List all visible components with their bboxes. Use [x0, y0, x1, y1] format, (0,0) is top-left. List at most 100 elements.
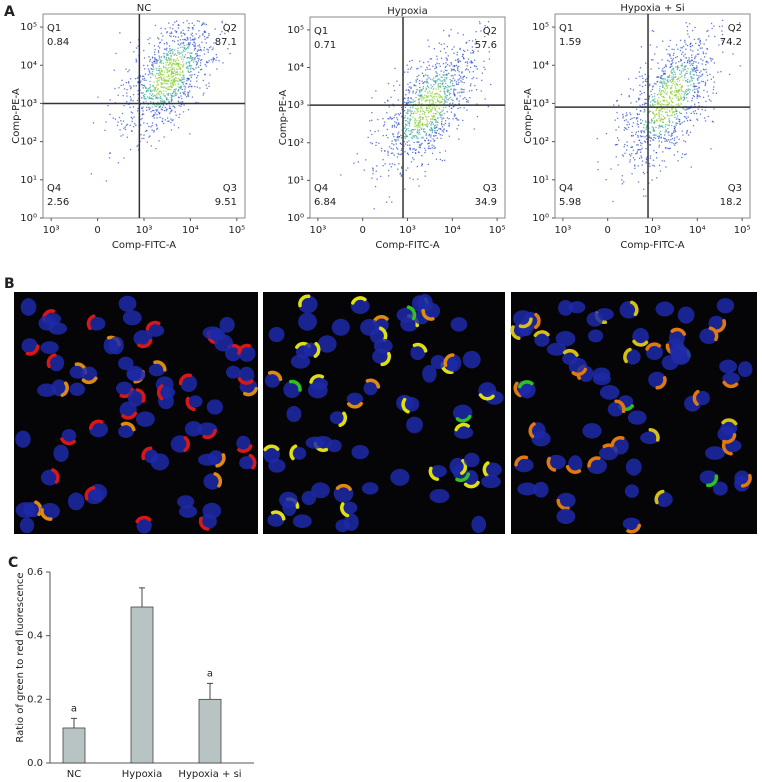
event-dot [640, 142, 641, 143]
x-tick-label: 10³ [644, 225, 661, 236]
event-dot [642, 78, 643, 79]
event-dot [441, 124, 442, 125]
event-dot [489, 51, 490, 52]
event-dot [472, 46, 473, 47]
event-dot [187, 95, 188, 96]
event-dot [652, 30, 653, 31]
event-dot [166, 109, 167, 110]
event-dot [633, 122, 634, 123]
event-dot [453, 90, 454, 91]
event-dot [164, 79, 165, 80]
event-dot [405, 143, 406, 144]
event-dot [416, 68, 417, 69]
event-dot [660, 94, 661, 95]
event-dot [732, 53, 733, 54]
event-dot [649, 135, 650, 136]
event-dot [633, 117, 634, 118]
quadrant-value: 87.1 [215, 37, 237, 48]
event-dot [615, 129, 616, 130]
event-dot [414, 122, 415, 123]
event-dot [463, 58, 464, 59]
event-dot [405, 126, 406, 127]
event-dot [432, 116, 433, 117]
event-dot [404, 128, 405, 129]
event-dot [419, 127, 420, 128]
event-dot [164, 71, 165, 72]
event-dot [399, 124, 400, 125]
event-dot [426, 133, 427, 134]
event-dot [711, 79, 712, 80]
event-dot [713, 77, 714, 78]
event-dot [187, 52, 188, 53]
event-dot [183, 84, 184, 85]
event-dot [720, 71, 721, 72]
event-dot [628, 127, 629, 128]
event-dot [669, 142, 670, 143]
event-dot [155, 112, 156, 113]
event-dot [413, 91, 414, 92]
event-dot [667, 112, 668, 113]
event-dot [152, 64, 153, 65]
event-dot [401, 176, 402, 177]
event-dot [436, 126, 437, 127]
event-dot [159, 75, 160, 76]
event-dot [467, 102, 468, 103]
event-dot [400, 173, 401, 174]
event-dot [669, 120, 670, 121]
event-dot [637, 123, 638, 124]
event-dot [407, 153, 408, 154]
event-dot [154, 90, 155, 91]
event-dot [705, 101, 706, 102]
event-dot [452, 75, 453, 76]
event-dot [170, 118, 171, 119]
event-dot [637, 121, 638, 122]
event-dot [391, 153, 392, 154]
event-dot [409, 61, 410, 62]
event-dot [168, 76, 169, 77]
event-dot [687, 93, 688, 94]
event-dot [418, 151, 419, 152]
event-dot [194, 48, 195, 49]
event-dot [685, 116, 686, 117]
event-dot [161, 93, 162, 94]
event-dot [409, 122, 410, 123]
event-dot [160, 68, 161, 69]
event-dot [684, 40, 685, 41]
event-dot [644, 173, 645, 174]
event-dot [150, 77, 151, 78]
event-dot [133, 94, 134, 95]
event-dot [697, 96, 698, 97]
y-tick-label: 10¹ [532, 175, 549, 186]
event-dot [465, 69, 466, 70]
event-dot [178, 127, 179, 128]
event-dot [167, 80, 168, 81]
event-dot [171, 73, 172, 74]
event-dot [624, 153, 625, 154]
event-dot [198, 37, 199, 38]
micrograph [263, 292, 505, 534]
event-dot [694, 92, 695, 93]
event-dot [682, 153, 683, 154]
event-dot [141, 97, 142, 98]
event-dot [659, 146, 660, 147]
event-dot [418, 94, 419, 95]
event-dot [410, 109, 411, 110]
event-dot [644, 92, 645, 93]
event-dot [189, 58, 190, 59]
event-dot [700, 70, 701, 71]
event-dot [483, 61, 484, 62]
event-dot [472, 40, 473, 41]
event-dot [663, 78, 664, 79]
event-dot [193, 45, 194, 46]
event-dot [194, 38, 195, 39]
event-dot [419, 91, 420, 92]
event-dot [164, 136, 165, 137]
event-dot [416, 80, 417, 81]
event-dot [428, 83, 429, 84]
event-dot [646, 103, 647, 104]
event-dot [450, 82, 451, 83]
nucleus [593, 373, 611, 385]
event-dot [445, 67, 446, 68]
event-dot [672, 115, 673, 116]
event-dot [702, 60, 703, 61]
